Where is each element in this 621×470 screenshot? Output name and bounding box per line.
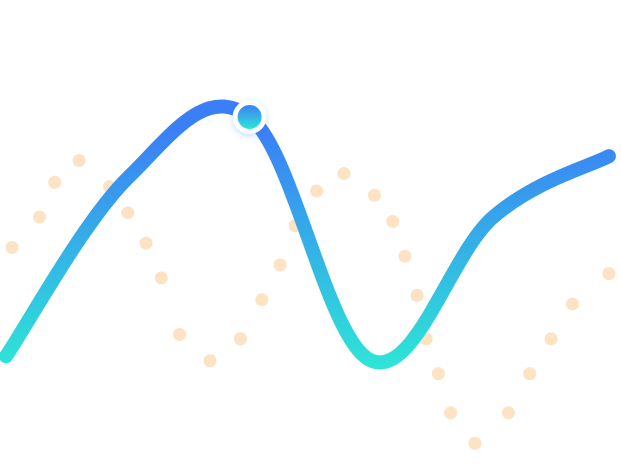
dot-point <box>233 332 247 346</box>
dot-point <box>544 332 558 346</box>
dot-point <box>501 406 515 420</box>
dot-point <box>72 154 86 167</box>
dot-point <box>468 436 482 450</box>
dot-point <box>154 271 168 285</box>
highlight-marker[interactable] <box>237 105 262 129</box>
dot-point <box>310 184 324 198</box>
dot-point <box>386 214 400 228</box>
dot-point <box>431 367 445 381</box>
dot-point <box>5 241 19 254</box>
dot-point <box>398 249 412 263</box>
series-line <box>0 99 616 370</box>
dot-point <box>410 288 424 302</box>
dot-point <box>523 367 537 381</box>
dot-point <box>367 188 381 202</box>
dot-point <box>255 293 269 307</box>
dot-point <box>203 354 217 368</box>
dot-point <box>273 258 287 272</box>
dot-point <box>602 267 616 281</box>
dot-point <box>139 236 153 250</box>
highlight-layer <box>232 100 267 134</box>
dot-point <box>565 297 579 311</box>
dot-point <box>32 210 46 224</box>
dot-point <box>48 175 62 189</box>
dot-point <box>121 206 135 220</box>
line-series <box>0 99 616 370</box>
dot-series <box>5 154 616 450</box>
dot-point <box>337 167 351 181</box>
dot-point <box>444 406 458 420</box>
dot-point <box>173 328 187 341</box>
